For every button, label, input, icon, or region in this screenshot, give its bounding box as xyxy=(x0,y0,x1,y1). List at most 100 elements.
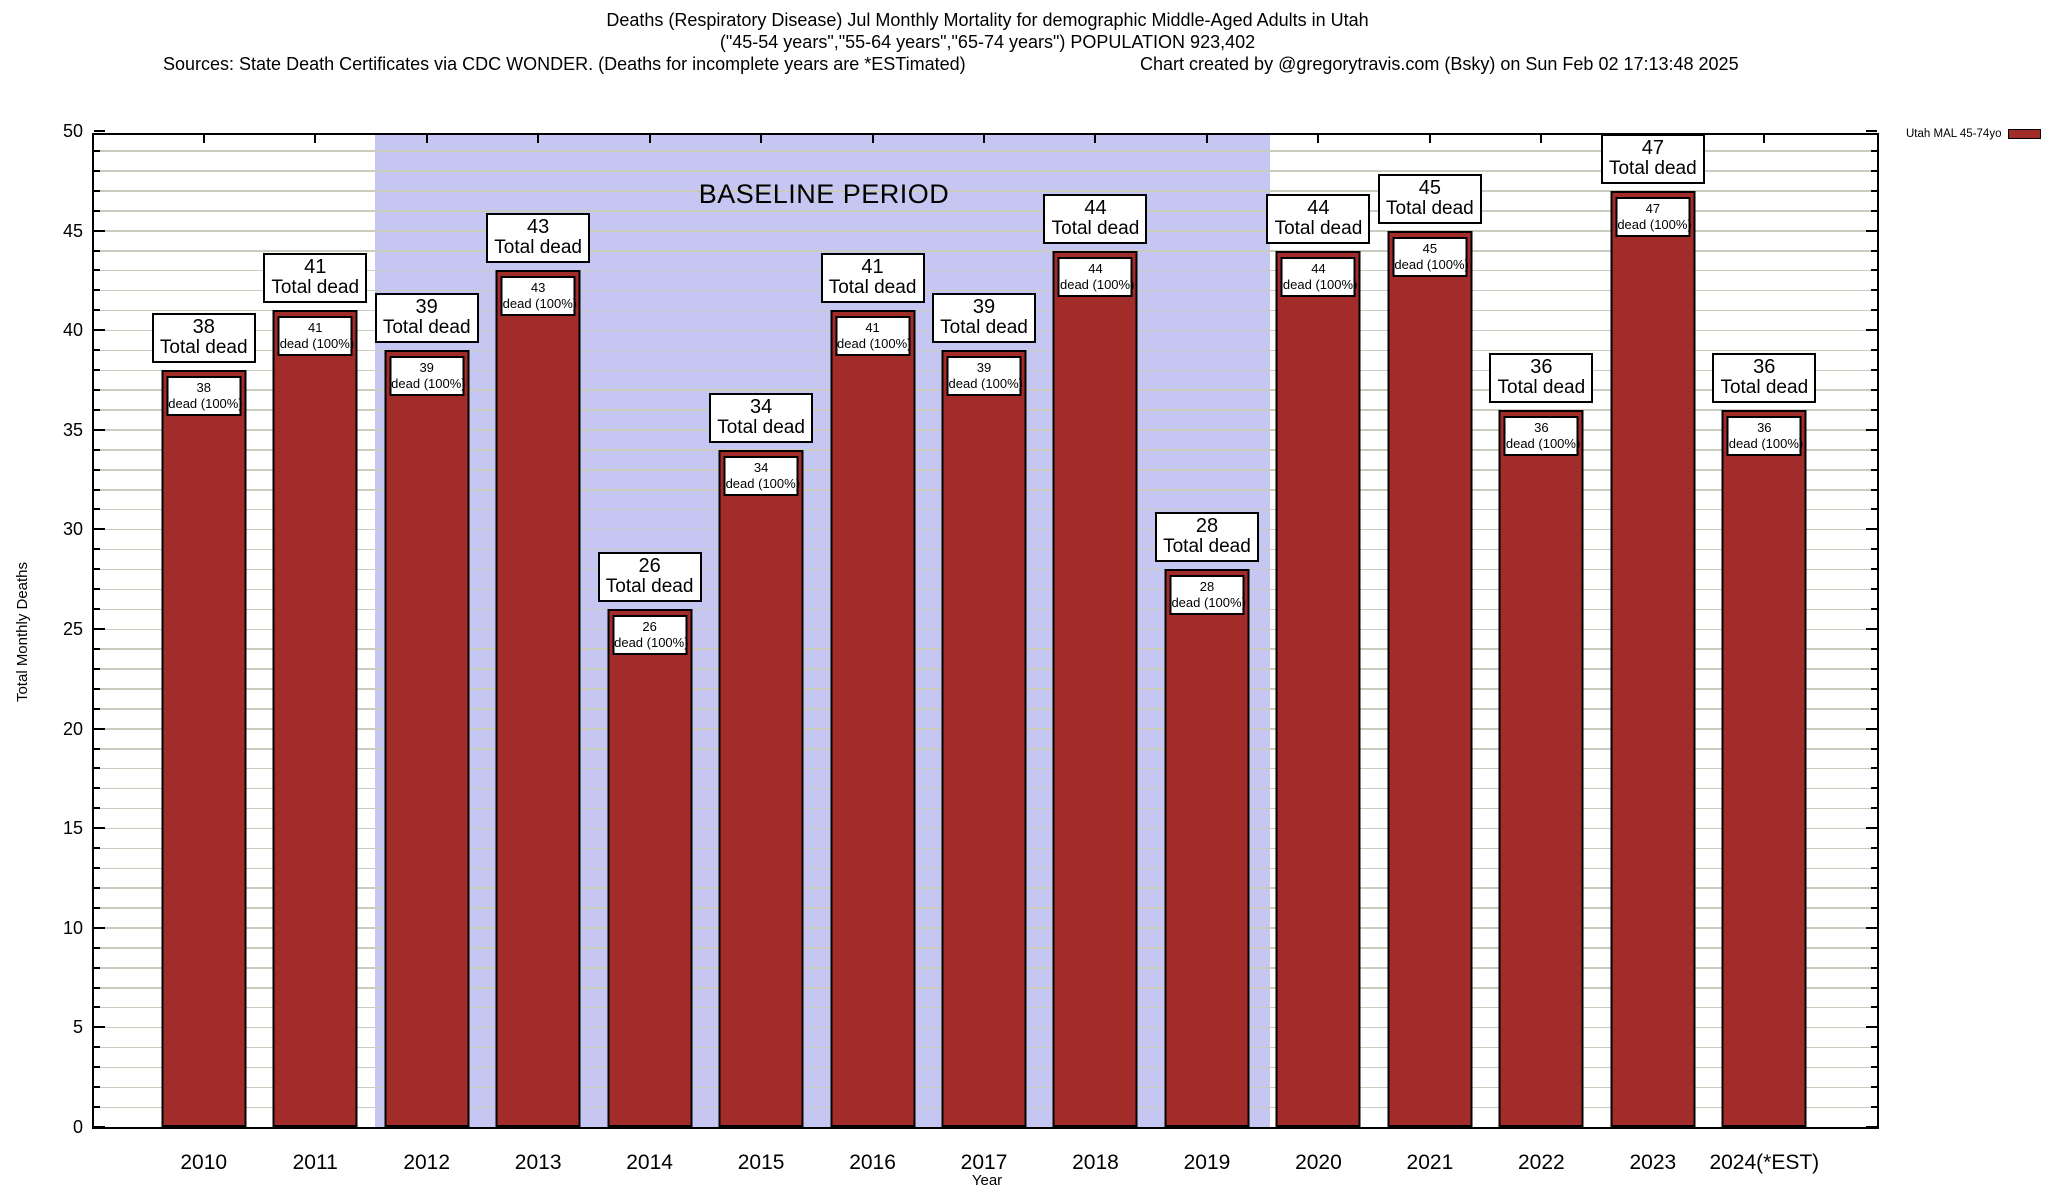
y-axis-tick xyxy=(1871,488,1877,491)
x-axis-top-tick xyxy=(537,135,540,143)
category-slot-2016: 41 dead (100%) 41 Total dead 2016 xyxy=(817,135,928,1174)
bar-inner-suffix: dead (100%) xyxy=(1059,276,1135,292)
y-axis-tick-label: 10 xyxy=(62,917,83,938)
bar-total-label-2012: 39 Total dead xyxy=(374,293,479,344)
y-axis-tick xyxy=(1866,827,1877,830)
x-axis-tick-label-2017: 2017 xyxy=(960,1151,1008,1174)
bar-inner-label-2015: 34 dead (100%) xyxy=(723,455,800,496)
y-axis-tick xyxy=(1871,269,1877,272)
bar-total-label-2022: 36 Total dead xyxy=(1489,352,1594,403)
bar-total-label-2021: 45 Total dead xyxy=(1377,173,1482,224)
x-axis-title: Year xyxy=(971,1172,1003,1189)
x-axis-tick-label-2022: 2022 xyxy=(1518,1151,1565,1174)
bar-2010: 38 dead (100%) xyxy=(161,370,247,1127)
bar-total-value: 39 xyxy=(415,296,438,319)
bar-inner-label-2014: 26 dead (100%) xyxy=(612,615,689,656)
bar-inner-value: 41 xyxy=(865,320,880,336)
y-axis-tick xyxy=(94,468,100,471)
bar-2018: 44 dead (100%) xyxy=(1052,250,1138,1127)
y-axis-tick xyxy=(94,986,100,989)
x-axis-tick-label-2015: 2015 xyxy=(737,1151,785,1174)
bar-total-label-2015: 34 Total dead xyxy=(709,392,814,443)
y-axis-tick xyxy=(1871,1046,1877,1049)
y-axis-tick xyxy=(1871,349,1877,352)
bar-total-value: 38 xyxy=(192,316,215,339)
y-axis-tick xyxy=(94,508,100,511)
bar-total-value: 44 xyxy=(1307,196,1330,219)
bar-total-suffix: Total dead xyxy=(271,277,360,299)
bar-total-label-2016: 41 Total dead xyxy=(820,253,925,304)
chart-sources-note: Sources: State Death Certificates via CD… xyxy=(163,54,966,74)
bar-total-value: 44 xyxy=(1084,196,1107,219)
y-axis-tick-label: 30 xyxy=(62,519,83,540)
bar-inner-label-2018: 44 dead (100%) xyxy=(1057,256,1135,297)
legend-series-label: Utah MAL 45-74yo xyxy=(1906,128,2002,140)
y-axis-tick xyxy=(94,428,105,431)
y-axis-tick xyxy=(94,1006,100,1009)
x-axis-tick-label-2010: 2010 xyxy=(180,1151,228,1174)
bar-2020: 44 dead (100%) xyxy=(1275,250,1361,1127)
bar-total-label-2020: 44 Total dead xyxy=(1266,193,1371,244)
x-axis-top-tick xyxy=(425,135,428,143)
y-axis-tick xyxy=(94,369,100,372)
y-axis-tick xyxy=(94,807,100,810)
bar-inner-label-2019: 28 dead (100%) xyxy=(1169,575,1246,616)
y-axis-tick xyxy=(94,867,100,870)
x-axis-tick-label-2018: 2018 xyxy=(1072,1151,1119,1174)
grid-line xyxy=(94,289,1877,292)
y-axis-tick xyxy=(94,329,105,332)
y-axis-tick xyxy=(94,767,100,770)
category-slot-2019: 28 dead (100%) 28 Total dead 2019 xyxy=(1151,135,1262,1174)
bar-inner-label-2012: 39 dead (100%) xyxy=(389,356,466,397)
y-axis-tick xyxy=(1871,807,1877,810)
bar-total-value: 34 xyxy=(749,395,773,418)
bar-total-value: 47 xyxy=(1641,136,1664,159)
bar-2016: 41 dead (100%) xyxy=(830,310,916,1127)
y-axis-tick xyxy=(1871,249,1877,252)
y-axis-tick xyxy=(94,229,105,232)
y-axis-tick xyxy=(1871,508,1877,511)
y-axis-tick xyxy=(1866,628,1877,630)
bar-total-label-2014: 26 Total dead xyxy=(597,552,702,603)
category-slot-2017: 39 dead (100%) 39 Total dead 2017 xyxy=(928,135,1039,1174)
y-axis-tick xyxy=(1871,209,1877,212)
bar-total-label-2017: 39 Total dead xyxy=(932,293,1037,344)
bar-inner-label-2013: 43 dead (100%) xyxy=(500,276,577,317)
y-axis-tick xyxy=(1871,548,1877,551)
y-axis-tick xyxy=(1871,369,1877,372)
category-slot-2011: 41 dead (100%) 41 Total dead 2011 xyxy=(259,135,370,1174)
bar-2023: 47 dead (100%) xyxy=(1610,190,1696,1127)
y-axis-tick xyxy=(1866,926,1877,929)
x-axis-top-tick xyxy=(871,135,874,143)
y-axis-tick xyxy=(1871,667,1877,670)
grid-line xyxy=(94,190,1877,192)
bar-inner-suffix: dead (100%) xyxy=(391,376,466,392)
y-axis-tick xyxy=(94,209,100,212)
bar-2017: 39 dead (100%) xyxy=(941,350,1027,1127)
bar-inner-suffix: dead (100%) xyxy=(614,635,689,651)
chart-title-line-2: ("45-54 years","55-64 years","65-74 year… xyxy=(719,32,1256,52)
bar-total-label-2013: 43 Total dead xyxy=(486,213,591,264)
bar-inner-label-2010: 38 dead (100%) xyxy=(166,376,243,417)
y-axis-tick-label: 45 xyxy=(62,220,83,241)
bar-inner-suffix: dead (100%) xyxy=(1171,595,1246,611)
bar-inner-suffix: dead (100%) xyxy=(948,376,1023,392)
bar-total-suffix: Total dead xyxy=(1386,197,1474,219)
category-slot-2018: 44 dead (100%) 44 Total dead 2018 xyxy=(1040,135,1151,1174)
bar-inner-suffix: dead (100%) xyxy=(168,396,243,412)
bar-total-suffix: Total dead xyxy=(382,317,471,339)
y-axis-tick xyxy=(94,966,100,969)
bar-inner-value: 28 xyxy=(1199,579,1215,595)
grid-line xyxy=(94,150,1877,152)
y-axis-tick xyxy=(1871,388,1877,391)
bar-total-label-2011: 41 Total dead xyxy=(263,253,368,304)
y-axis-tick xyxy=(94,946,100,949)
category-slot-2021: 45 dead (100%) 45 Total dead 2021 xyxy=(1374,135,1485,1174)
baseline-period-label: BASELINE PERIOD xyxy=(698,179,950,209)
y-axis-tick xyxy=(94,886,100,889)
y-axis-tick xyxy=(1871,966,1877,969)
y-axis-tick xyxy=(1871,588,1877,591)
y-axis-tick xyxy=(94,169,100,172)
y-axis-tick xyxy=(1871,707,1877,710)
y-axis-tick xyxy=(1866,329,1877,332)
